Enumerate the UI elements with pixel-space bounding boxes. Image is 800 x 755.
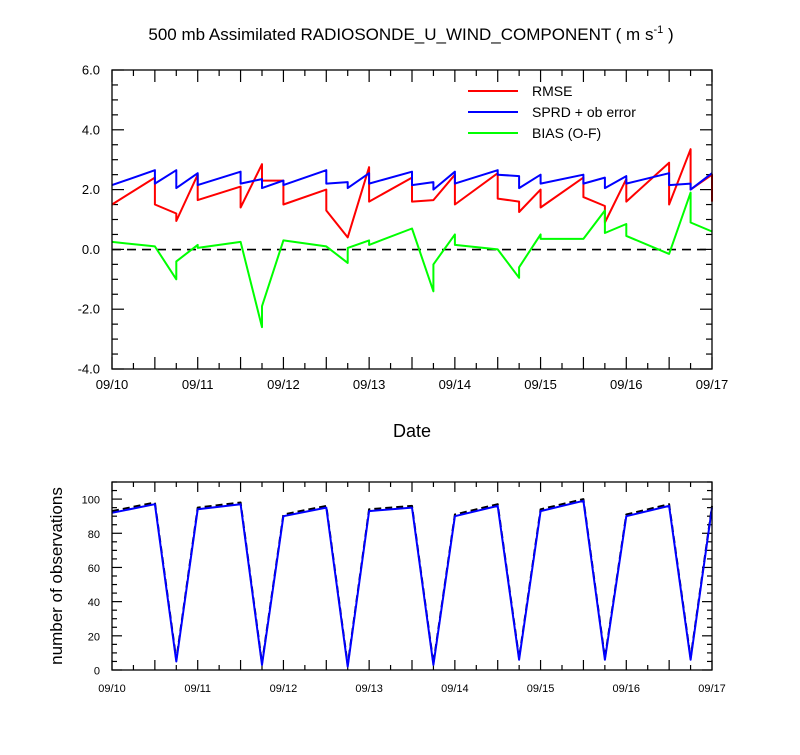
title-superscript: -1: [653, 24, 663, 36]
top-series-sprd-ob-error-line: [111, 169, 713, 191]
top-x-tick-label: 09/15: [524, 377, 557, 392]
bottom-plot: 09/10 09/11 09/12 09/13 09/14 09/15 09/16 09/17…: [47, 481, 726, 695]
legend-label: SPRD + ob error: [532, 104, 636, 120]
top-series-bias-o-f-line: [111, 191, 713, 329]
top-x-tick-label: 09/11: [182, 377, 214, 392]
top-plot: 09/10 09/11 09/12 09/13 09/14 09/15 09/16 09/17…: [78, 63, 729, 442]
top-y-tick-label: -2.0: [78, 302, 100, 317]
top-y-tick-label: 2.0: [82, 182, 100, 197]
top-series-rmse-line: [111, 148, 713, 239]
top-x-tick-label: 09/16: [610, 377, 643, 392]
bottom-series-solid-line: [111, 499, 713, 668]
legend-label: RMSE: [532, 83, 572, 99]
bottom-y-tick-label: 20: [88, 631, 100, 643]
top-y-tick-label: 0.0: [82, 242, 100, 257]
top-x-tick-label: 09/10: [96, 377, 129, 392]
bottom-y-tick-label: 100: [82, 495, 100, 507]
bottom-y-tick-label: 80: [88, 529, 100, 541]
bottom-tick-labels: 09/10 09/11 09/12 09/13 09/14 09/15 09/16 09/17…: [82, 495, 726, 695]
top-x-tick-label: 09/13: [353, 377, 386, 392]
bottom-series-dashed-line: [111, 498, 713, 666]
top-y-tick-label: 6.0: [82, 63, 100, 78]
bottom-y-tick-label: 60: [88, 563, 100, 575]
top-y-tick-label: 4.0: [82, 122, 100, 137]
legend: RMSE SPRD + ob error BIAS (O-F): [468, 83, 636, 141]
bottom-series-group: [111, 498, 713, 668]
bottom-x-tick-label: 09/13: [355, 683, 383, 695]
legend-label: BIAS (O-F): [532, 125, 601, 141]
bottom-x-tick-label: 09/17: [698, 683, 726, 695]
top-y-tick-label: -4.0: [78, 362, 100, 377]
bottom-y-axis-label: number of observations: [47, 487, 66, 665]
bottom-x-tick-label: 09/12: [270, 683, 298, 695]
bottom-y-tick-label: 0: [94, 666, 100, 678]
chart-title: 500 mb Assimilated RADIOSONDE_U_WIND_COM…: [148, 24, 673, 44]
top-x-axis-label: Date: [393, 421, 431, 441]
top-plot-frame: [111, 69, 713, 370]
bottom-x-tick-label: 09/14: [441, 683, 469, 695]
top-x-tick-label: 09/14: [439, 377, 472, 392]
bottom-x-tick-label: 09/11: [184, 683, 211, 695]
legend-item-bias-o-f: BIAS (O-F): [468, 125, 601, 141]
bottom-x-tick-label: 09/15: [527, 683, 555, 695]
top-tick-labels: 09/10 09/11 09/12 09/13 09/14 09/15 09/16 09/17…: [78, 63, 729, 393]
top-series-group: [111, 148, 713, 329]
title-tail: ): [663, 25, 673, 44]
top-x-tick-label: 09/17: [696, 377, 729, 392]
bottom-x-tick-label: 09/10: [98, 683, 126, 695]
legend-item-sprd-ob-error: SPRD + ob error: [468, 104, 636, 120]
bottom-plot-frame: [111, 481, 713, 671]
legend-item-rmse: RMSE: [468, 83, 572, 99]
bottom-ticks: [111, 481, 713, 671]
bottom-x-tick-label: 09/16: [613, 683, 641, 695]
top-x-tick-label: 09/12: [267, 377, 300, 392]
bottom-y-tick-label: 40: [88, 597, 100, 609]
